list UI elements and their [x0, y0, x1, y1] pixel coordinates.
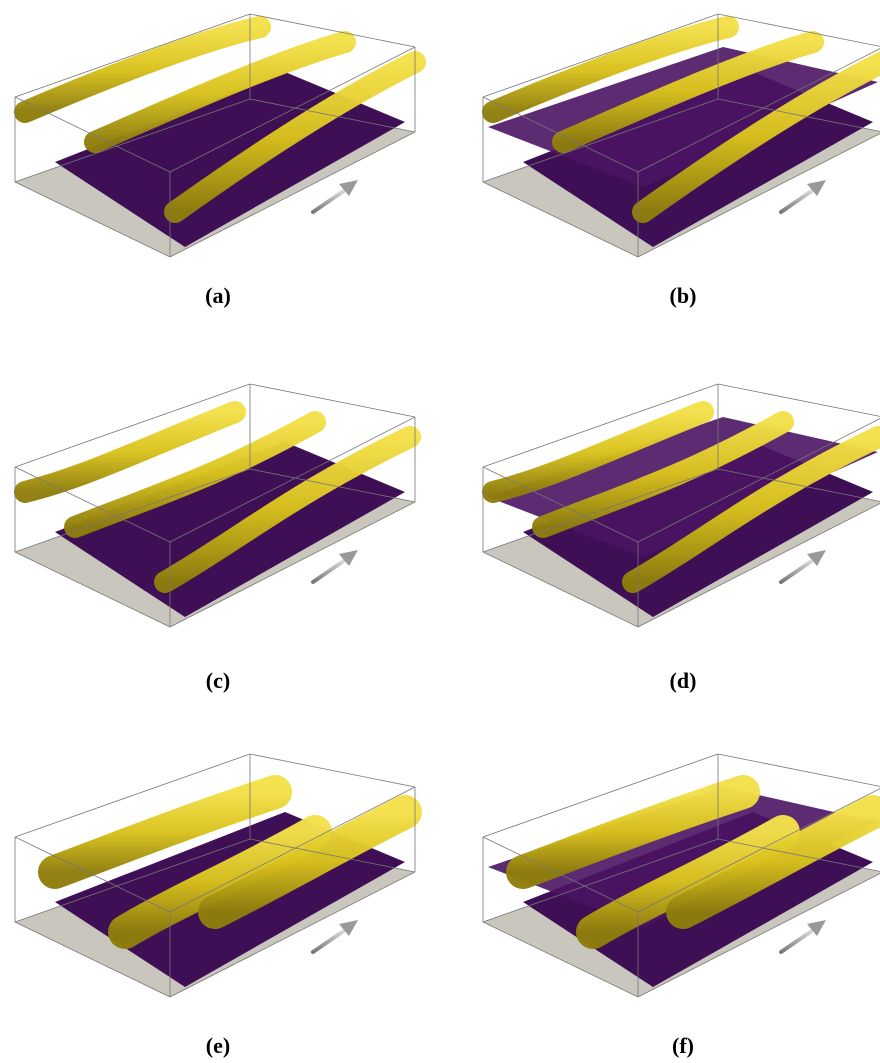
panel: [14, 13, 426, 258]
structure: [622, 426, 880, 593]
box-edge: [482, 96, 639, 173]
box-edge: [14, 836, 171, 913]
structure: [108, 815, 332, 949]
box-edge: [482, 98, 719, 183]
structure: [666, 795, 880, 929]
box-edge: [482, 383, 719, 468]
box-edge: [249, 753, 416, 788]
panel: [14, 383, 421, 628]
box-edge: [482, 836, 639, 913]
box-edge: [717, 468, 880, 502]
panel-label: (a): [205, 283, 231, 308]
flow-arrow: [779, 928, 815, 954]
box-edge: [14, 96, 171, 173]
structure: [552, 31, 824, 153]
box-edge: [717, 838, 880, 872]
box-edge: [249, 468, 416, 503]
box-edge: [482, 551, 639, 628]
flow-arrow: [779, 188, 815, 214]
box-edge: [249, 383, 416, 418]
box-edge: [169, 786, 416, 913]
box-edge: [482, 838, 719, 923]
box-edge: [14, 383, 251, 468]
box-edge: [169, 416, 416, 543]
panel-label: (d): [670, 668, 697, 693]
panel-label: (e): [206, 1033, 230, 1058]
flow-arrowhead: [807, 180, 826, 196]
structure: [64, 411, 326, 538]
structure: [576, 815, 800, 949]
box-edge: [482, 13, 719, 98]
structure: [38, 775, 292, 889]
box-edge: [14, 468, 251, 553]
structure: [198, 795, 422, 929]
structure: [632, 51, 880, 223]
structure: [14, 16, 271, 123]
structure: [164, 51, 426, 223]
flow-arrow: [779, 558, 815, 584]
structure: [532, 411, 794, 538]
box-edge: [637, 133, 880, 258]
box-edge: [637, 503, 880, 628]
box-edge: [14, 466, 171, 543]
box-edge: [717, 753, 880, 787]
box-edge: [14, 753, 251, 838]
box-edge: [717, 13, 880, 47]
panel: [482, 383, 880, 628]
box-edge: [249, 838, 416, 873]
box-edge: [637, 873, 880, 998]
box-edge: [717, 383, 880, 417]
box-edge: [482, 468, 719, 553]
flow-arrow: [311, 558, 347, 584]
flow-arrowhead: [339, 550, 358, 566]
structure: [84, 31, 356, 153]
box-edge: [637, 418, 880, 543]
box-edge: [249, 98, 416, 133]
box-edge: [14, 838, 251, 923]
box-edge: [637, 48, 880, 173]
box-edge: [169, 501, 416, 628]
box-edge: [249, 13, 416, 48]
box-edge: [169, 871, 416, 998]
panel-label: (b): [670, 283, 697, 308]
box-edge: [482, 181, 639, 258]
box-edge: [637, 788, 880, 913]
flow-arrowhead: [807, 550, 826, 566]
flow-arrow: [311, 928, 347, 954]
structure: [154, 426, 421, 593]
structure: [506, 775, 760, 889]
box-edge: [482, 466, 639, 543]
flow-arrow: [311, 188, 347, 214]
box-edge: [482, 753, 719, 838]
panel-label: (f): [672, 1033, 694, 1058]
box-edge: [169, 131, 416, 258]
lower-sheet: [488, 47, 878, 187]
box-edge: [717, 98, 880, 132]
box-edge: [169, 46, 416, 173]
panel: [482, 13, 880, 258]
box-edge: [14, 98, 251, 183]
panel: [482, 753, 880, 998]
flow-arrowhead: [339, 180, 358, 196]
panel: [14, 753, 422, 998]
structure: [482, 401, 714, 503]
panel-label: (c): [206, 668, 230, 693]
flow-arrowhead: [807, 920, 826, 936]
box-edge: [482, 921, 639, 998]
structure: [482, 16, 739, 123]
box-edge: [14, 551, 171, 628]
structure: [14, 401, 246, 503]
box-edge: [14, 921, 171, 998]
box-edge: [14, 13, 251, 98]
box-edge: [14, 181, 171, 258]
flow-arrowhead: [339, 920, 358, 936]
